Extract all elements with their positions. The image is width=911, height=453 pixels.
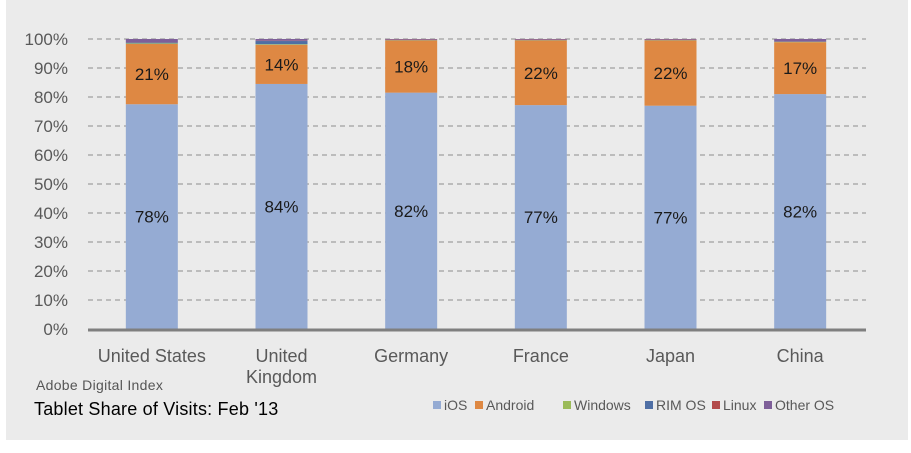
bar-segment [125, 43, 178, 44]
bar-segment [125, 42, 178, 44]
bar-segment [125, 104, 178, 329]
bar-segment [644, 40, 697, 106]
bar-segment [255, 39, 308, 41]
bar-segment [774, 39, 827, 42]
legend-swatch [712, 401, 720, 409]
legend-entry: Windows [574, 397, 631, 413]
data-label: 22% [653, 64, 687, 83]
legend-swatch [475, 401, 483, 409]
x-category-label: Germany [374, 346, 448, 366]
data-label: 78% [135, 208, 169, 227]
y-tick-label: 50% [34, 175, 68, 194]
data-label: 21% [135, 65, 169, 84]
data-label: 22% [524, 64, 558, 83]
data-label: 14% [264, 55, 298, 74]
bar-segment [385, 40, 438, 93]
x-category-label: United [255, 346, 307, 366]
chart-title: Tablet Share of Visits: Feb '13 [34, 399, 279, 419]
bar-segment [125, 43, 178, 105]
legend-entry: iOS [444, 397, 467, 413]
x-category-label: Japan [646, 346, 695, 366]
legend-entry: RIM OS [656, 397, 706, 413]
axes: 0% 10% 20% 30% 40% 50% 60% 70% 80% 90% 100% United … [25, 30, 866, 387]
y-tick-label: 70% [34, 117, 68, 136]
bar-segment [514, 39, 567, 40]
data-label: 82% [783, 203, 817, 222]
bar-segment [255, 83, 308, 329]
data-label: 77% [524, 208, 558, 227]
legend-swatch [433, 401, 441, 409]
y-tick-label: 20% [34, 262, 68, 281]
legend-swatch [645, 401, 653, 409]
y-tick-label: 90% [34, 59, 68, 78]
y-tick-label: 100% [25, 30, 68, 49]
bar-segment [255, 41, 308, 45]
legend-entry: Other OS [775, 397, 834, 413]
y-tick-label: 10% [34, 291, 68, 310]
bar-segment [255, 44, 308, 45]
x-category-label: France [513, 346, 569, 366]
y-tick-label: 40% [34, 204, 68, 223]
x-category-label: Kingdom [246, 367, 317, 387]
bars: 78% 21% 84% 14% 82% 18% 77% 22% 77% 22% 82% 17% [125, 39, 827, 330]
bar-segment [644, 105, 697, 329]
gridlines [88, 38, 866, 301]
legend-entry: Linux [723, 397, 756, 413]
bar-segment [644, 39, 697, 40]
data-label: 17% [783, 59, 817, 78]
legend-entry: Android [486, 397, 534, 413]
legend-swatch [764, 401, 772, 409]
bar-segment [255, 44, 308, 84]
bar-segment [774, 41, 827, 42]
bar-segment [774, 94, 827, 329]
bar-segment [385, 92, 438, 330]
bar-segment [514, 105, 567, 330]
source-label: Adobe Digital Index [36, 377, 164, 393]
data-label: 82% [394, 202, 428, 221]
legend-swatch [563, 401, 571, 409]
x-category-label: China [777, 346, 825, 366]
data-label: 84% [264, 197, 298, 216]
bar-segment [514, 40, 567, 106]
y-tick-label: 0% [43, 320, 68, 339]
data-label: 18% [394, 58, 428, 77]
y-tick-label: 60% [34, 146, 68, 165]
y-tick-label: 30% [34, 233, 68, 252]
x-category-label: United States [98, 346, 206, 366]
bar-segment [125, 39, 178, 43]
bar-segment [385, 39, 438, 40]
bar-segment [774, 42, 827, 95]
y-tick-label: 80% [34, 88, 68, 107]
legend: iOS Android Windows RIM OS Linux Other OS [433, 397, 834, 413]
data-label: 77% [653, 208, 687, 227]
